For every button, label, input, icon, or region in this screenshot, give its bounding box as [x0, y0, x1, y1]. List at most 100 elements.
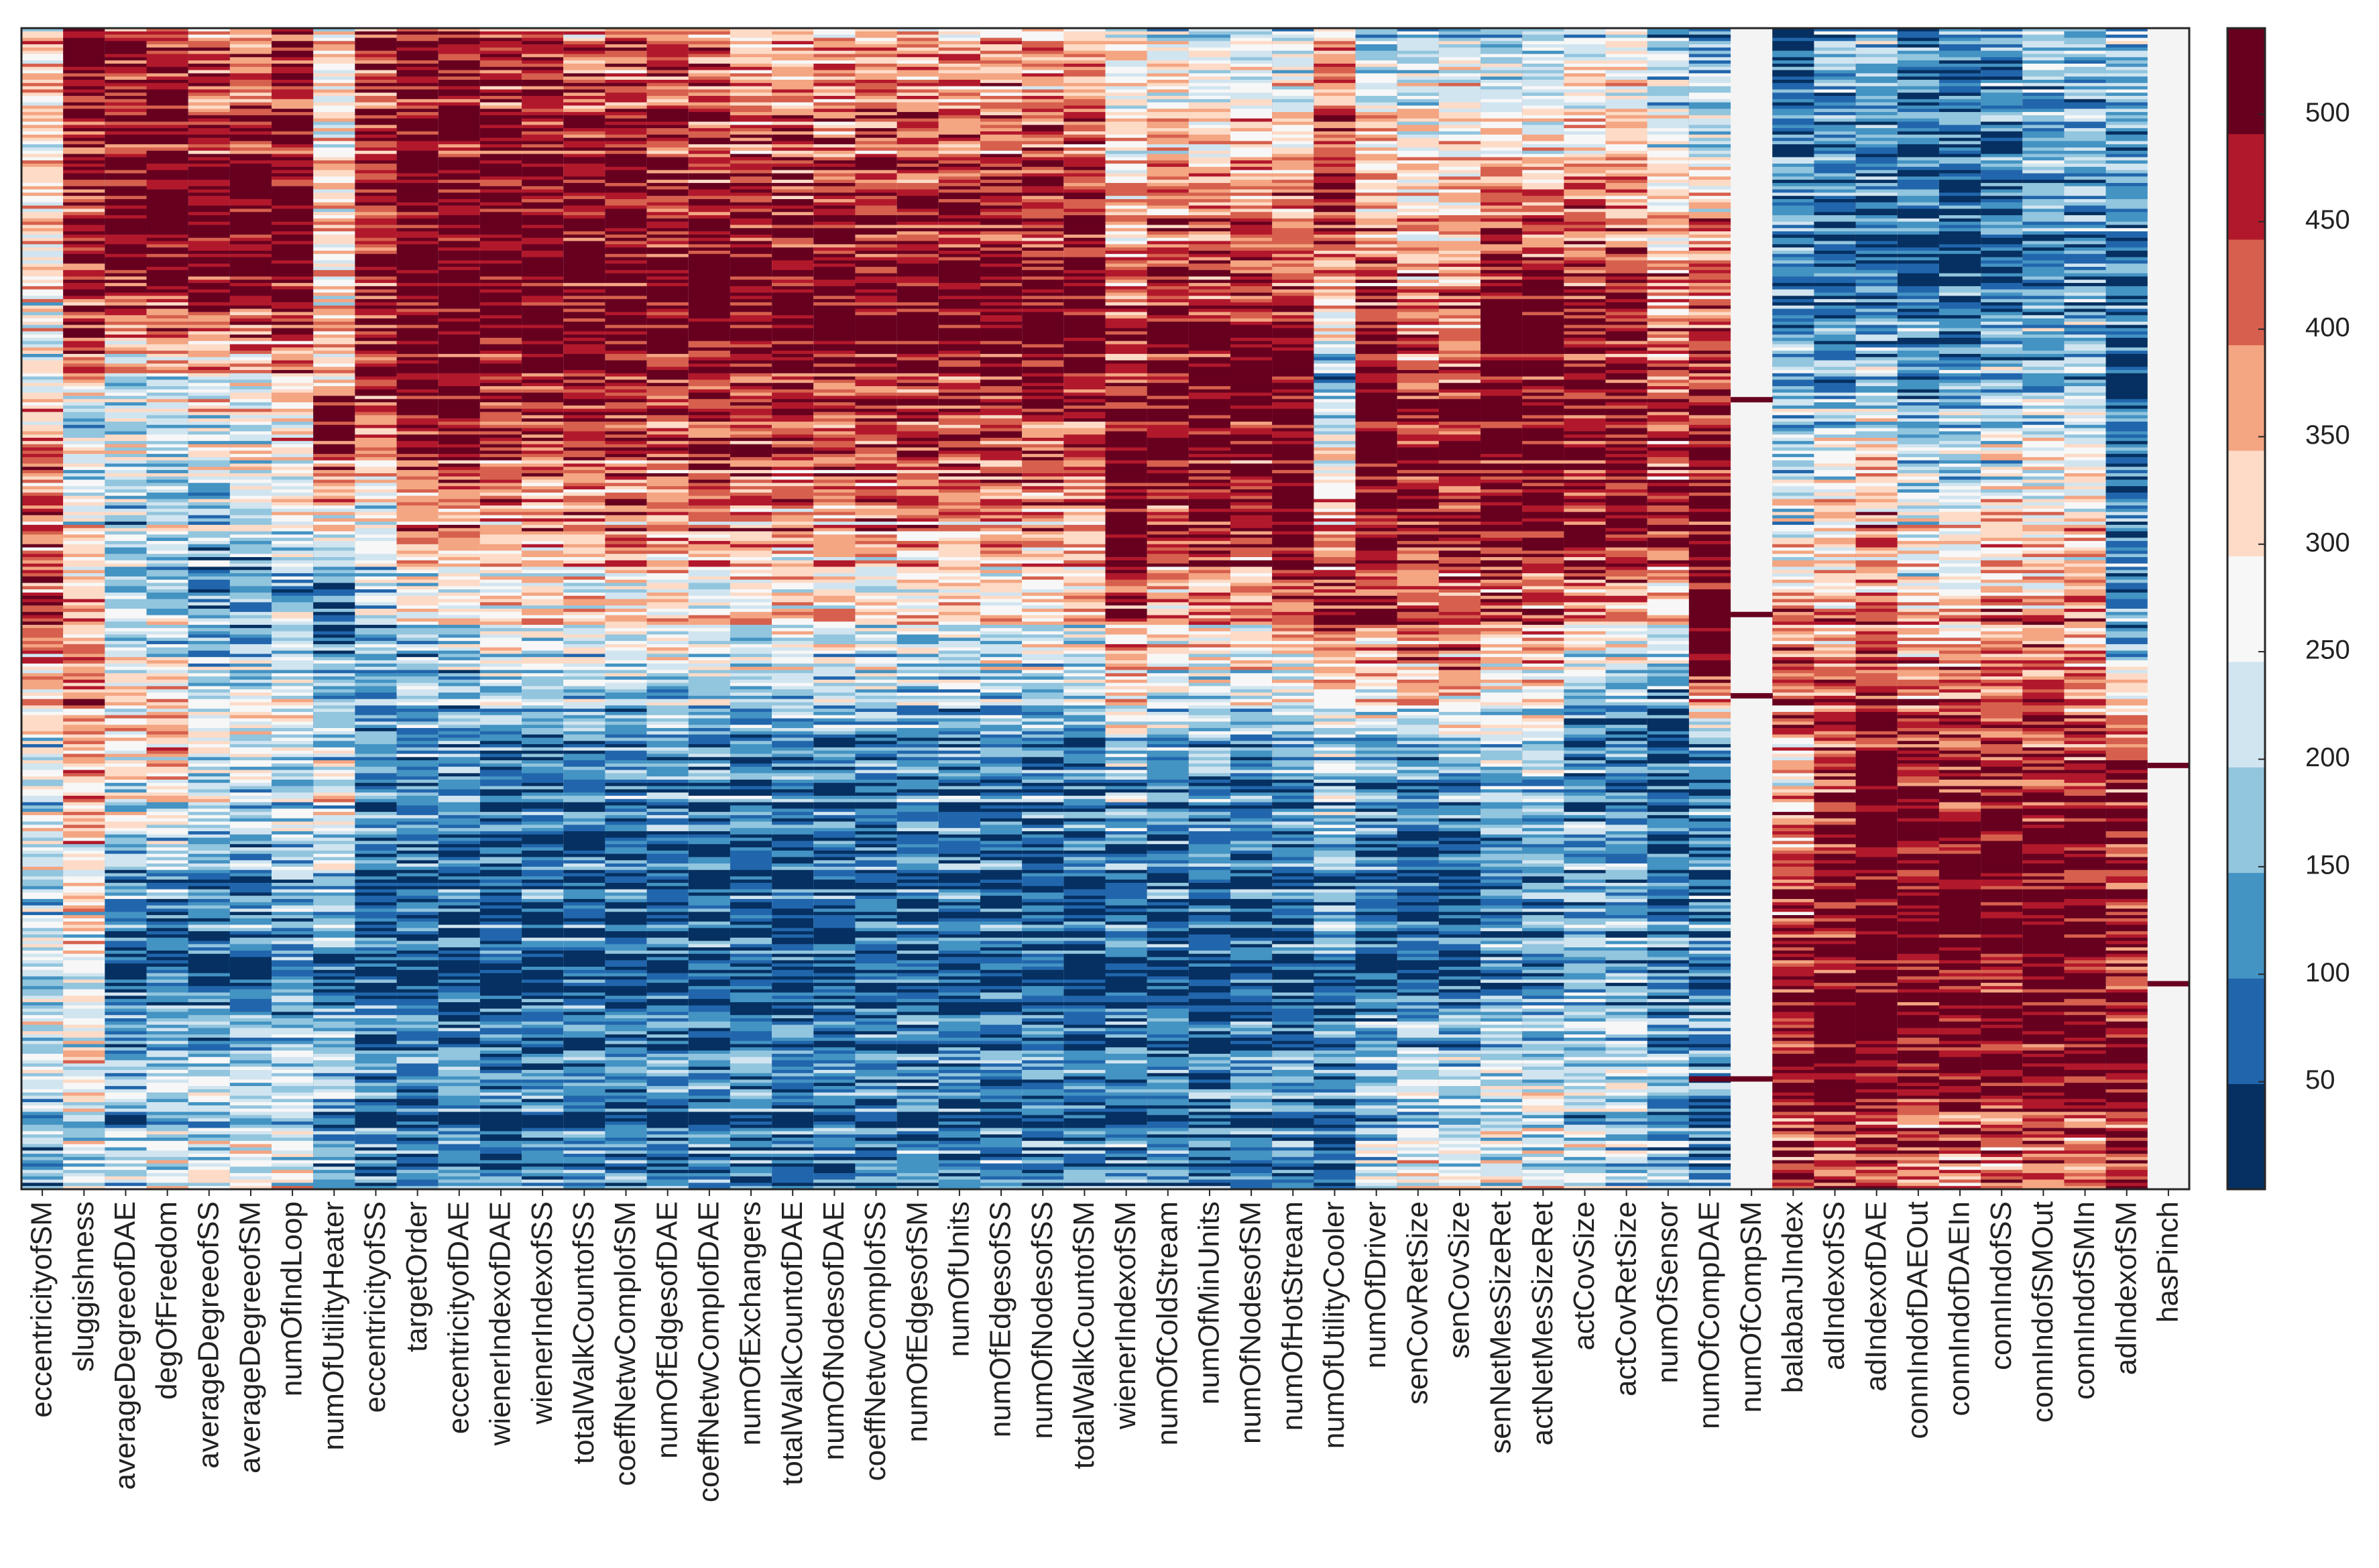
heatmap-cell — [355, 1047, 398, 1051]
heatmap-cell — [563, 1140, 606, 1145]
heatmap-cell — [730, 709, 772, 713]
heatmap-cell — [355, 405, 398, 413]
heatmap-cell — [479, 237, 522, 242]
heatmap-cell — [188, 192, 231, 196]
heatmap-cell — [396, 857, 439, 861]
heatmap-cell — [313, 770, 355, 774]
heatmap-cell — [355, 950, 398, 955]
heatmap-cell — [522, 479, 564, 483]
heatmap-cell — [146, 241, 189, 245]
heatmap-cell — [355, 953, 398, 958]
heatmap-cell — [772, 686, 814, 690]
heatmap-cell — [646, 102, 689, 107]
heatmap-cell — [272, 741, 314, 745]
heatmap-cell — [522, 198, 564, 203]
heatmap-cell — [605, 798, 648, 803]
heatmap-cell — [688, 1134, 731, 1138]
heatmap-cell — [688, 386, 731, 390]
heatmap-cell — [188, 850, 231, 855]
heatmap-cell — [605, 335, 648, 342]
heatmap-cell — [438, 283, 481, 287]
heatmap-cell — [105, 93, 148, 97]
heatmap-cell — [563, 673, 606, 677]
heatmap-cell — [21, 889, 64, 893]
heatmap-cell — [730, 396, 772, 400]
heatmap-cell — [730, 566, 772, 570]
heatmap-cell — [272, 976, 314, 980]
heatmap-cell — [272, 934, 314, 939]
heatmap-cell — [605, 141, 648, 145]
heatmap-cell — [605, 1111, 648, 1115]
heatmap-cell — [63, 486, 105, 490]
heatmap-cell — [522, 166, 564, 177]
heatmap-cell — [313, 1040, 355, 1045]
heatmap-cell — [688, 360, 731, 364]
heatmap-cell — [188, 873, 231, 880]
heatmap-cell — [646, 912, 689, 916]
heatmap-cell — [272, 744, 314, 748]
heatmap-cell — [188, 357, 231, 361]
heatmap-cell — [105, 1166, 148, 1170]
heatmap-cell — [355, 82, 398, 87]
heatmap-cell — [688, 779, 731, 784]
heatmap-cell — [563, 1170, 606, 1174]
heatmap-cell — [522, 592, 564, 597]
heatmap-cell — [479, 386, 522, 390]
heatmap-cell — [438, 899, 481, 903]
heatmap-cell — [563, 386, 606, 390]
heatmap-cell — [479, 686, 522, 693]
heatmap-cell — [272, 1166, 314, 1170]
heatmap-cell — [646, 673, 689, 677]
heatmap-cell — [188, 985, 231, 993]
heatmap-cell — [730, 1147, 772, 1151]
heatmap-cell — [313, 841, 355, 845]
heatmap-cell — [63, 479, 105, 487]
heatmap-cell — [229, 924, 272, 928]
heatmap-cell — [563, 531, 606, 535]
heatmap-cell — [646, 538, 689, 542]
heatmap-cell — [229, 1040, 272, 1045]
heatmap-cell — [479, 392, 522, 397]
heatmap-cell — [563, 611, 606, 616]
heatmap-cell — [229, 450, 272, 455]
heatmap-cell — [355, 363, 398, 367]
heatmap-cell — [772, 344, 814, 351]
heatmap-cell — [396, 725, 439, 729]
heatmap-cell — [63, 718, 105, 722]
heatmap-cell — [396, 734, 439, 739]
heatmap-cell — [396, 621, 439, 625]
heatmap-cell — [605, 1156, 648, 1161]
heatmap-cell — [688, 253, 731, 319]
heatmap-cell — [313, 560, 355, 568]
heatmap-cell — [313, 750, 355, 755]
heatmap-cell — [229, 638, 272, 645]
heatmap-cell — [272, 709, 314, 713]
heatmap-cell — [146, 1150, 189, 1158]
heatmap-cell — [229, 766, 272, 771]
heatmap-cell — [105, 609, 148, 619]
heatmap-cell — [313, 802, 355, 806]
heatmap-cell — [563, 1015, 606, 1022]
heatmap-cell — [646, 1170, 689, 1174]
heatmap-cell — [605, 154, 648, 168]
heatmap-cell — [355, 937, 398, 942]
heatmap-cell — [772, 770, 814, 774]
heatmap-cell — [438, 1002, 481, 1012]
heatmap-cell — [355, 286, 398, 290]
heatmap-cell — [522, 44, 564, 55]
heatmap-cell — [313, 702, 355, 706]
heatmap-cell — [396, 205, 439, 213]
heatmap-cell — [146, 850, 189, 855]
heatmap-cell — [688, 483, 731, 487]
heatmap-cell — [229, 1176, 272, 1181]
heatmap-cell — [229, 415, 272, 419]
heatmap-cell — [479, 638, 522, 648]
heatmap-cell — [63, 837, 105, 841]
heatmap-cell — [522, 470, 564, 474]
heatmap-cell — [229, 369, 272, 374]
heatmap-cell — [730, 315, 772, 322]
heatmap-cell — [563, 1105, 606, 1109]
heatmap-cell — [730, 766, 772, 774]
heatmap-cell — [646, 595, 689, 600]
heatmap-cell — [730, 1063, 772, 1074]
